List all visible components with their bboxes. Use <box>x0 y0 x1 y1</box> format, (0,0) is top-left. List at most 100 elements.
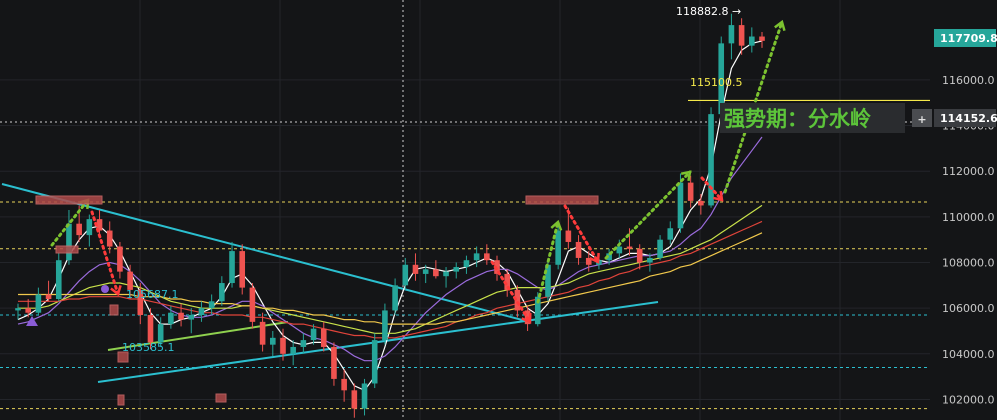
candle-body <box>484 253 490 261</box>
marker-box <box>55 245 79 254</box>
candle-body <box>320 328 327 347</box>
candle-body <box>555 230 561 265</box>
down-arrow <box>90 210 120 296</box>
price-badges: + 114152.6 117709.8 <box>912 29 997 127</box>
candle-body <box>310 328 317 341</box>
candle-body <box>66 223 72 261</box>
candle-body <box>657 239 663 258</box>
y-tick-label: 108000.0 <box>942 257 995 270</box>
candle-body <box>392 285 398 311</box>
y-axis: 102000.0 104000.0 106000.0 108000.0 110000.0… <box>942 74 995 407</box>
y-tick-label: 116000.0 <box>942 74 995 87</box>
current-price-label: 117709.8 <box>940 32 997 45</box>
candle-body <box>534 296 541 325</box>
candle-body <box>55 260 62 300</box>
candle-body <box>188 315 195 320</box>
down-arrow-head <box>589 252 600 264</box>
candle-body <box>565 230 572 242</box>
candle-body <box>728 25 735 44</box>
descending-trendline <box>1 183 531 323</box>
watershed-text: 强势期：分水岭 <box>724 107 871 131</box>
candle-body <box>117 246 123 272</box>
watershed-bg <box>720 103 905 133</box>
candle-body <box>331 346 337 379</box>
dashed-levels <box>0 201 930 410</box>
candle-body <box>616 246 623 254</box>
candle-body <box>361 383 368 409</box>
trendlines <box>1 99 930 383</box>
candles <box>15 13 765 418</box>
marker-box <box>117 394 125 406</box>
candle-body <box>453 267 460 272</box>
candle-body <box>157 324 164 343</box>
candle-body <box>229 251 235 284</box>
y-tick-label: 106000.0 <box>942 302 995 315</box>
marker-boxes <box>26 195 599 406</box>
candle-body <box>473 253 480 261</box>
crosshair-plus-button[interactable] <box>912 109 932 127</box>
price-label-b: 103585.1 <box>122 341 175 354</box>
candle-body <box>585 257 592 265</box>
arrows <box>50 19 786 324</box>
candle-body <box>545 264 551 297</box>
candle-body <box>759 36 765 41</box>
candle-body <box>718 43 725 115</box>
candle-body <box>45 294 52 300</box>
candle-body <box>504 273 511 290</box>
candle-body <box>280 337 286 354</box>
candle-body <box>300 340 307 347</box>
candle-body <box>35 294 42 313</box>
candle-body <box>178 312 184 320</box>
candle-body <box>341 378 347 391</box>
candle-body <box>96 219 103 231</box>
candle-body <box>626 246 633 249</box>
candle-body <box>749 36 755 46</box>
candle-body <box>667 228 674 240</box>
candle-body <box>382 310 388 341</box>
candle-body <box>422 269 429 274</box>
y-tick-label: 110000.0 <box>942 211 995 224</box>
watershed-callout: 强势期：分水岭 <box>720 103 905 133</box>
candle-body <box>208 301 215 309</box>
candle-body <box>371 340 378 384</box>
candle-body <box>25 308 31 313</box>
candle-body <box>463 260 470 268</box>
candle-body <box>351 390 358 409</box>
candle-body <box>443 271 449 277</box>
y-tick-label: 112000.0 <box>942 165 995 178</box>
moving-averages <box>17 40 763 392</box>
up-arrow-head <box>550 219 563 231</box>
candle-body <box>168 312 174 325</box>
candle-body <box>15 308 21 311</box>
grid <box>0 0 930 420</box>
down-arrow-head <box>110 285 122 297</box>
candle-body <box>269 337 276 345</box>
marker-box <box>35 195 103 205</box>
marker-box <box>117 351 129 363</box>
plus-icon[interactable]: + <box>917 113 926 126</box>
y-tick-label: 102000.0 <box>942 393 995 406</box>
candle-body <box>494 260 500 274</box>
ascending-trendline <box>97 301 659 383</box>
moving-average-line <box>18 204 763 334</box>
candle-body <box>259 321 266 345</box>
candle-body <box>606 253 612 261</box>
marker-box <box>109 304 119 316</box>
candle-body <box>575 241 582 258</box>
price-label-a: 105687.1 <box>126 288 179 301</box>
down-arrow-head <box>712 190 724 202</box>
crosshair-price-label: 114152.6 <box>940 112 997 125</box>
candle-body <box>698 200 704 206</box>
candle-body <box>137 289 144 315</box>
y-tick-label: 104000.0 <box>942 348 995 361</box>
marker-box <box>215 393 227 403</box>
candle-body <box>708 114 714 206</box>
up-arrow-head <box>680 170 692 182</box>
candle-body <box>514 289 521 311</box>
candle-body <box>147 315 154 343</box>
up-arrow-head <box>774 19 786 31</box>
candle-body <box>106 230 113 247</box>
up-arrow <box>50 198 90 247</box>
